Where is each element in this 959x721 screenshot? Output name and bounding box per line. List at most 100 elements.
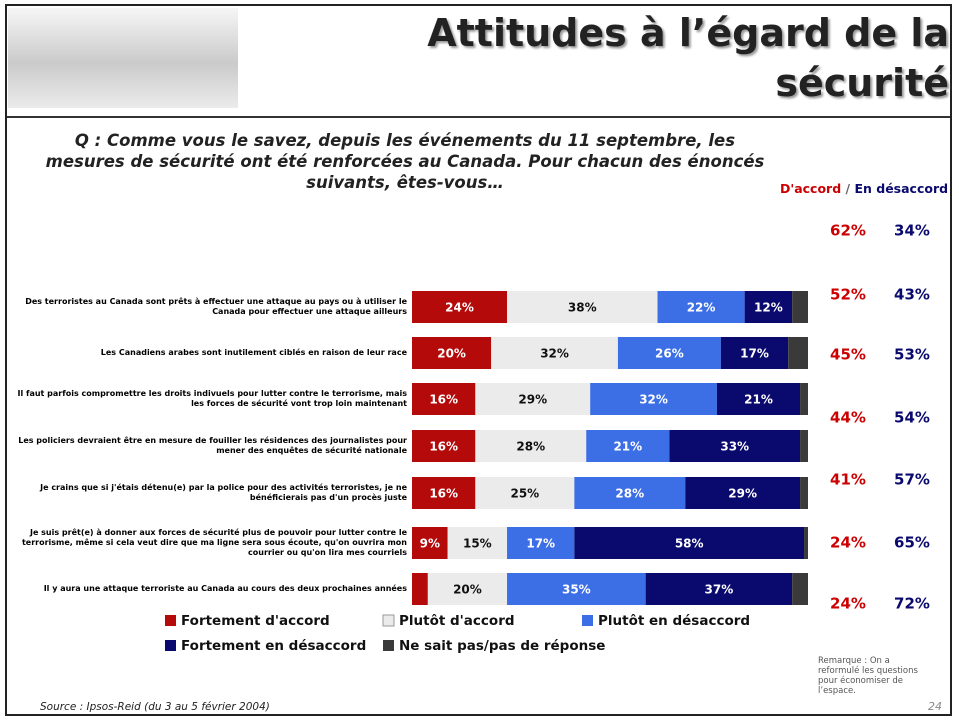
legend-swatch bbox=[165, 640, 176, 651]
bar-segment bbox=[586, 430, 670, 462]
disagree-total: 34% bbox=[894, 222, 930, 240]
bar-segment bbox=[427, 573, 508, 605]
bar-segment bbox=[412, 430, 476, 462]
data-label: 15% bbox=[463, 537, 492, 551]
data-label: 16% bbox=[429, 487, 458, 501]
bar-segment bbox=[412, 573, 428, 605]
bar-segment bbox=[716, 383, 801, 415]
bar-segment bbox=[800, 430, 808, 462]
bar-segment bbox=[669, 430, 801, 462]
data-label: 58% bbox=[675, 537, 704, 551]
data-label: 29% bbox=[518, 393, 547, 407]
note: Remarque : On a reformulé les questions … bbox=[818, 656, 918, 696]
bar-segment bbox=[412, 337, 492, 369]
disagree-total: 57% bbox=[894, 471, 930, 489]
legend-label: Fortement en désaccord bbox=[181, 638, 366, 654]
bar-segment bbox=[475, 477, 575, 509]
question: Q : Comme vous le savez, depuis les évén… bbox=[45, 131, 765, 192]
data-label: 12% bbox=[754, 301, 783, 315]
category-label: Les Canadiens arabes sont inutilement ci… bbox=[100, 348, 407, 357]
bar-segment bbox=[617, 337, 721, 369]
data-label: 21% bbox=[744, 393, 773, 407]
disagree-total: 53% bbox=[894, 346, 930, 364]
data-label: 16% bbox=[429, 440, 458, 454]
legend-swatch bbox=[165, 615, 176, 626]
disagree-total: 65% bbox=[894, 534, 930, 552]
category-label: Il y aura une attaque terroriste au Cana… bbox=[43, 584, 407, 593]
title-rule bbox=[7, 116, 950, 118]
disagree-total: 43% bbox=[894, 286, 930, 304]
bar-segment bbox=[507, 573, 646, 605]
data-label: 32% bbox=[540, 347, 569, 361]
header-separator: / bbox=[845, 181, 851, 196]
legend-swatch bbox=[382, 614, 395, 627]
bar-segment bbox=[744, 291, 793, 323]
bar-segment bbox=[590, 383, 717, 415]
agree-total: 41% bbox=[830, 471, 866, 489]
agree-header: D'accord bbox=[780, 181, 842, 196]
slide-frame bbox=[5, 4, 952, 716]
category-label: Il faut parfois compromettre les droits … bbox=[17, 389, 407, 408]
agree-total: 24% bbox=[830, 534, 866, 552]
legend-label: Ne sait pas/pas de réponse bbox=[399, 638, 605, 654]
data-label: 16% bbox=[429, 393, 458, 407]
bar-segment bbox=[685, 477, 801, 509]
data-label: 26% bbox=[655, 347, 684, 361]
disagree-total: 72% bbox=[894, 595, 930, 613]
data-label: 20% bbox=[437, 347, 466, 361]
category-label: Des terroristes au Canada sont prêts à e… bbox=[25, 297, 407, 316]
data-label: 17% bbox=[740, 347, 769, 361]
bar-segment bbox=[475, 430, 587, 462]
bar-segment bbox=[412, 291, 508, 323]
bar-segment bbox=[788, 337, 808, 369]
data-label: 20% bbox=[453, 583, 482, 597]
legend-label: Fortement d'accord bbox=[181, 613, 330, 629]
agree-total: 52% bbox=[830, 286, 866, 304]
data-label: 28% bbox=[516, 440, 545, 454]
bar-segment bbox=[507, 291, 658, 323]
legend-label: Plutôt en désaccord bbox=[598, 613, 750, 629]
bar-segment bbox=[792, 573, 808, 605]
source: Source : Ipsos-Reid (du 3 au 5 février 2… bbox=[40, 701, 270, 713]
disagree-header: En désaccord bbox=[854, 181, 949, 196]
bar-segment bbox=[475, 383, 591, 415]
data-label: 32% bbox=[639, 393, 668, 407]
bar-segment bbox=[507, 527, 575, 559]
agree-total: 24% bbox=[830, 595, 866, 613]
chart-title: Attitudes à l’égard de la sécurité bbox=[427, 11, 949, 105]
disagree-total: 54% bbox=[894, 409, 930, 427]
bar-segment bbox=[447, 527, 508, 559]
legend-swatch bbox=[582, 615, 593, 626]
bar-segment bbox=[491, 337, 618, 369]
data-label: 37% bbox=[705, 583, 734, 597]
data-label: 9% bbox=[420, 537, 440, 551]
category-label: Les policiers devraient être en mesure d… bbox=[18, 436, 407, 455]
data-label: 33% bbox=[720, 440, 749, 454]
bar-segment bbox=[412, 477, 476, 509]
bar-segment bbox=[412, 527, 448, 559]
bar-segment bbox=[574, 527, 805, 559]
bar-segment bbox=[645, 573, 793, 605]
bar-segment bbox=[800, 383, 808, 415]
bar-segment bbox=[412, 383, 476, 415]
bar-segment bbox=[720, 337, 789, 369]
bar-segment bbox=[804, 527, 808, 559]
category-label: Je suis prêt(e) à donner aux forces de s… bbox=[21, 528, 407, 557]
agree-total: 45% bbox=[830, 346, 866, 364]
data-label: 28% bbox=[615, 487, 644, 501]
data-label: 17% bbox=[526, 537, 555, 551]
data-label: 24% bbox=[445, 301, 474, 315]
data-label: 21% bbox=[613, 440, 642, 454]
building-photo bbox=[8, 8, 238, 108]
category-label: Je crains que si j'étais détenu(e) par l… bbox=[40, 483, 407, 502]
bar-segment bbox=[574, 477, 686, 509]
page-number: 24 bbox=[928, 700, 942, 713]
totals-header: D'accord / En désaccord bbox=[780, 181, 948, 196]
data-label: 29% bbox=[728, 487, 757, 501]
data-label: 38% bbox=[568, 301, 597, 315]
agree-total: 62% bbox=[830, 222, 866, 240]
bar-segment bbox=[657, 291, 745, 323]
legend-swatch bbox=[383, 640, 394, 651]
